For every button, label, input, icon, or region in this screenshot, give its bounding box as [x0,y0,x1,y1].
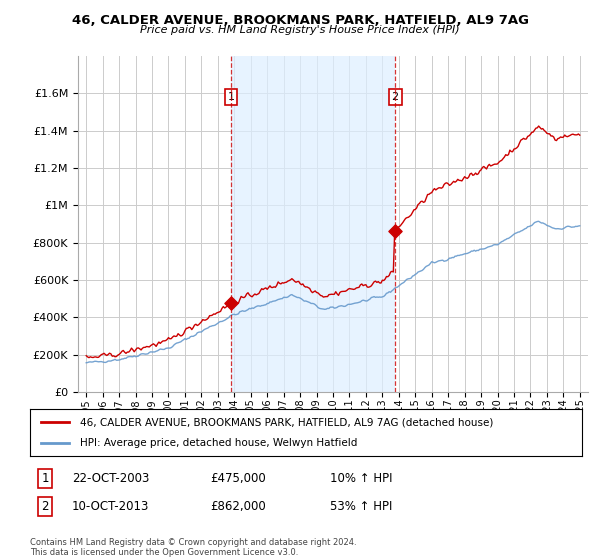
Text: 2: 2 [41,500,49,514]
Bar [231,56,395,392]
Text: 46, CALDER AVENUE, BROOKMANS PARK, HATFIELD, AL9 7AG: 46, CALDER AVENUE, BROOKMANS PARK, HATFI… [71,14,529,27]
Text: 53% ↑ HPI: 53% ↑ HPI [330,500,392,514]
Text: £475,000: £475,000 [210,472,266,486]
Text: 1: 1 [41,472,49,486]
Text: HPI: Average price, detached house, Welwyn Hatfield: HPI: Average price, detached house, Welw… [80,438,357,448]
Point [226,299,236,308]
Text: 2: 2 [392,92,399,102]
Text: Contains HM Land Registry data © Crown copyright and database right 2024.
This d: Contains HM Land Registry data © Crown c… [30,538,356,557]
Text: 46, CALDER AVENUE, BROOKMANS PARK, HATFIELD, AL9 7AG (detached house): 46, CALDER AVENUE, BROOKMANS PARK, HATFI… [80,417,493,427]
Text: 1: 1 [227,92,235,102]
Text: 10% ↑ HPI: 10% ↑ HPI [330,472,392,486]
Text: £862,000: £862,000 [210,500,266,514]
Point [391,227,400,236]
Text: 10-OCT-2013: 10-OCT-2013 [72,500,149,514]
Text: Price paid vs. HM Land Registry's House Price Index (HPI): Price paid vs. HM Land Registry's House … [140,25,460,35]
Text: 22-OCT-2003: 22-OCT-2003 [72,472,149,486]
